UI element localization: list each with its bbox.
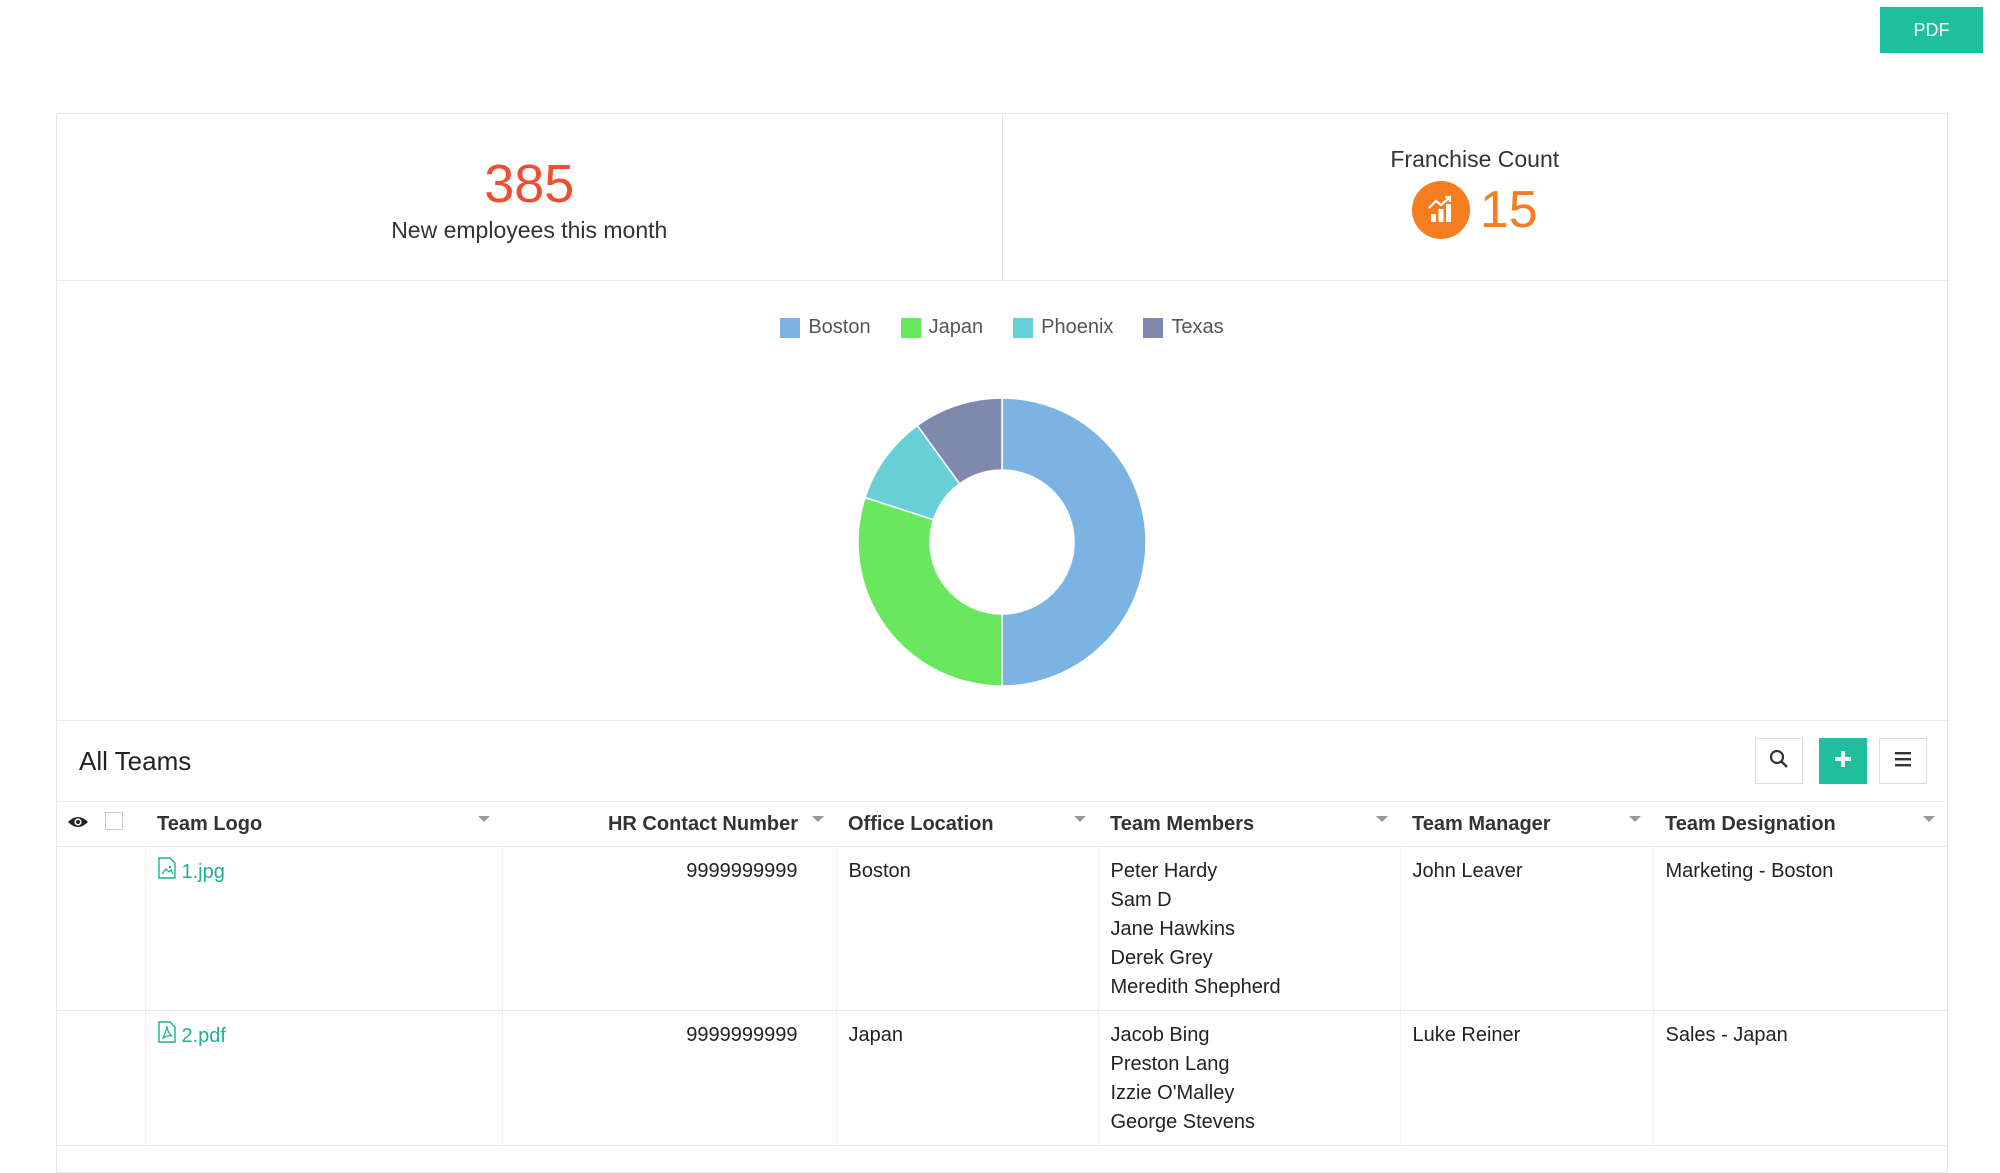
visibility-column[interactable] xyxy=(57,801,101,847)
team-members-cell: Jacob Bing Preston Lang Izzie O'Malley G… xyxy=(1097,1010,1400,1146)
legend-label: Japan xyxy=(928,316,984,338)
table-row[interactable]: 1.jpg 9999999999 Boston Peter Hardy Sam … xyxy=(57,846,1947,1011)
team-logo-cell: 2.pdf xyxy=(144,1010,502,1146)
sort-caret-icon[interactable] xyxy=(1376,816,1388,822)
sort-caret-icon[interactable] xyxy=(812,816,824,822)
chart-growth-icon xyxy=(1411,180,1470,239)
team-member: Preston Lang xyxy=(1110,1053,1230,1075)
dashboard-card: 385 New employees this month Franchise C… xyxy=(56,113,1948,1173)
donut-slice-texas[interactable] xyxy=(916,397,1003,485)
legend-item-texas[interactable]: Texas xyxy=(1143,316,1224,339)
team-manager-cell: Luke Reiner xyxy=(1399,1010,1653,1146)
new-employees-label: New employees this month xyxy=(391,216,668,243)
office-location-cell: Boston xyxy=(835,846,1098,1011)
legend-label: Boston xyxy=(808,316,871,338)
row-select-cell xyxy=(101,846,145,1011)
column-label: Team Manager xyxy=(1412,812,1551,835)
legend-item-boston[interactable]: Boston xyxy=(780,316,871,339)
hr-contact-cell: 9999999999 xyxy=(501,846,836,1011)
select-all-column[interactable] xyxy=(101,801,145,847)
column-header-team-members[interactable]: Team Members xyxy=(1098,801,1400,847)
legend-swatch xyxy=(780,317,801,338)
teams-title: All Teams xyxy=(79,746,192,776)
franchise-count-stat: Franchise Count 15 xyxy=(1001,114,1948,280)
franchise-count-value: 15 xyxy=(1479,180,1538,239)
team-member: Jane Hawkins xyxy=(1110,918,1236,940)
new-employees-value: 385 xyxy=(484,153,575,214)
sort-caret-icon[interactable] xyxy=(1923,816,1935,822)
legend-item-phoenix[interactable]: Phoenix xyxy=(1013,316,1113,339)
sort-caret-icon[interactable] xyxy=(1629,816,1641,822)
chart-legend: Boston Japan Phoenix Texas xyxy=(57,316,1947,339)
franchise-count-title: Franchise Count xyxy=(1390,145,1560,172)
column-header-team-designation[interactable]: Team Designation xyxy=(1653,801,1947,847)
menu-button[interactable] xyxy=(1879,738,1927,784)
new-employees-stat: 385 New employees this month xyxy=(57,114,1002,280)
team-member: Jacob Bing xyxy=(1110,1024,1210,1046)
team-member: Meredith Shepherd xyxy=(1110,976,1281,998)
search-button[interactable] xyxy=(1755,738,1803,784)
search-icon xyxy=(1769,749,1789,774)
teams-header: All Teams xyxy=(57,721,1947,801)
column-label: Office Location xyxy=(848,812,994,835)
pdf-export-button[interactable]: PDF xyxy=(1880,7,1983,53)
column-label: Team Logo xyxy=(157,812,263,835)
column-header-team-logo[interactable]: Team Logo xyxy=(145,801,502,847)
team-member: Izzie O'Malley xyxy=(1110,1082,1235,1104)
column-label: HR Contact Number xyxy=(607,812,798,835)
hr-contact-cell: 9999999999 xyxy=(501,1010,836,1146)
row-visibility-cell xyxy=(57,846,101,1011)
menu-icon xyxy=(1893,749,1913,774)
sort-caret-icon[interactable] xyxy=(478,816,490,822)
sort-caret-icon[interactable] xyxy=(1074,816,1086,822)
stats-row: 385 New employees this month Franchise C… xyxy=(57,114,1947,281)
table-row[interactable]: 2.pdf 9999999999 Japan Jacob Bing Presto… xyxy=(57,1010,1947,1146)
column-label: Team Members xyxy=(1110,812,1255,835)
column-header-team-manager[interactable]: Team Manager xyxy=(1400,801,1653,847)
team-member: Derek Grey xyxy=(1110,947,1213,969)
team-designation-cell: Sales - Japan xyxy=(1652,1010,1947,1146)
column-header-office-location[interactable]: Office Location xyxy=(836,801,1098,847)
team-logo-link[interactable]: 1.jpg xyxy=(157,857,225,888)
team-members-cell: Peter Hardy Sam D Jane Hawkins Derek Gre… xyxy=(1097,846,1400,1011)
location-donut-chart: Boston Japan Phoenix Texas xyxy=(57,280,1947,721)
plus-icon xyxy=(1833,749,1853,774)
column-header-hr-contact[interactable]: HR Contact Number xyxy=(502,801,836,847)
select-all-checkbox[interactable] xyxy=(105,812,123,830)
team-logo-cell: 1.jpg xyxy=(144,846,502,1011)
team-logo-link[interactable]: 2.pdf xyxy=(157,1021,226,1052)
donut-chart-svg xyxy=(857,397,1147,687)
row-select-cell xyxy=(101,1010,145,1146)
team-member: George Stevens xyxy=(1110,1111,1256,1133)
team-logo-filename[interactable]: 1.jpg xyxy=(181,861,225,883)
image-file-icon xyxy=(157,857,176,888)
team-manager-cell: John Leaver xyxy=(1399,846,1653,1011)
legend-swatch xyxy=(900,317,921,338)
pdf-file-icon xyxy=(157,1021,176,1052)
legend-label: Texas xyxy=(1171,316,1224,338)
team-designation-cell: Marketing - Boston xyxy=(1652,846,1947,1011)
donut-slice-japan[interactable] xyxy=(857,496,1003,687)
legend-swatch xyxy=(1143,317,1164,338)
row-visibility-cell xyxy=(57,1010,101,1146)
team-member: Sam D xyxy=(1110,889,1172,911)
table-header-row: Team Logo HR Contact Number Office Locat… xyxy=(57,801,1947,847)
donut-slice-boston[interactable] xyxy=(1001,397,1147,687)
team-logo-filename[interactable]: 2.pdf xyxy=(181,1025,226,1047)
eye-icon xyxy=(67,813,89,835)
column-label: Team Designation xyxy=(1665,812,1836,835)
legend-swatch xyxy=(1013,317,1034,338)
teams-table: Team Logo HR Contact Number Office Locat… xyxy=(57,801,1947,1146)
legend-label: Phoenix xyxy=(1041,316,1114,338)
legend-item-japan[interactable]: Japan xyxy=(900,316,984,339)
office-location-cell: Japan xyxy=(835,1010,1098,1146)
add-team-button[interactable] xyxy=(1819,738,1867,784)
team-member: Peter Hardy xyxy=(1110,860,1218,882)
